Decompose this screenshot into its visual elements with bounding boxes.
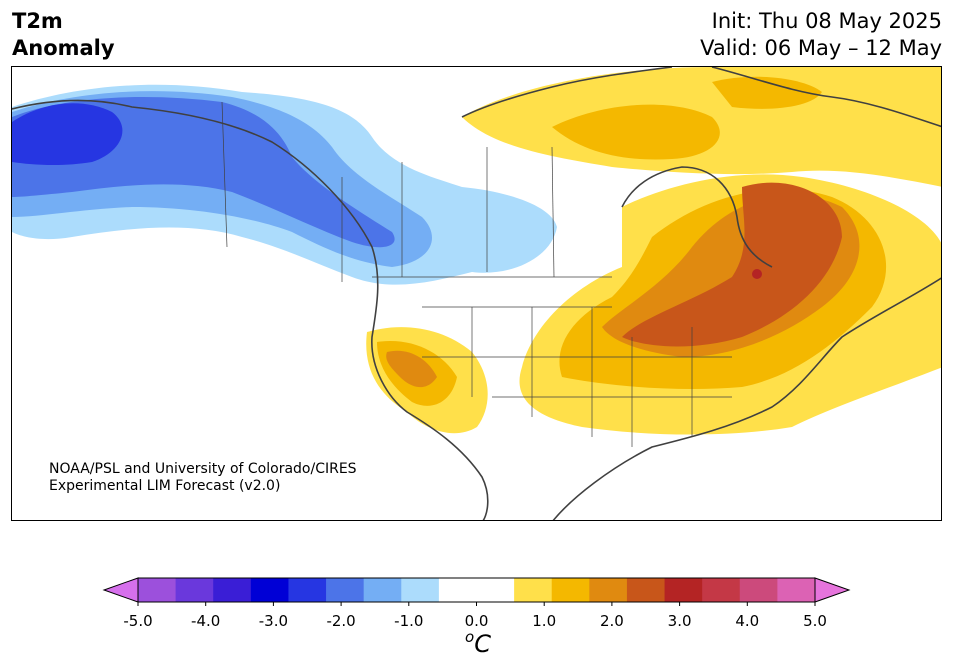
- colorbar-ticks: [137, 602, 816, 606]
- colorbar-segment: [326, 578, 365, 602]
- cold-anomaly-4: [12, 103, 123, 166]
- credit-text: NOAA/PSL and University of Colorado/CIRE…: [49, 461, 357, 495]
- colorbar-segments: [102, 577, 851, 603]
- colorbar-tick-label: 2.0: [599, 612, 624, 630]
- anomaly-map: [11, 66, 942, 521]
- borders: [221, 101, 732, 447]
- colorbar-tick-label: -2.0: [326, 612, 356, 630]
- colorbar-tick-label: 3.0: [667, 612, 692, 630]
- warm-north-2: [552, 104, 720, 160]
- colorbar-unit: oC: [465, 628, 491, 658]
- warm-east-4: [622, 182, 842, 347]
- warm-north-3: [712, 76, 822, 109]
- colorbar-segment: [664, 578, 703, 602]
- colorbar-segment: [438, 578, 477, 602]
- credit-line-1: NOAA/PSL and University of Colorado/CIRE…: [49, 461, 357, 477]
- colorbar-segment: [514, 578, 553, 602]
- colorbar-segment: [589, 578, 628, 602]
- colorbar-segment: [702, 578, 741, 602]
- colorbar-segment: [250, 578, 289, 602]
- colorbar-extend-high: [814, 577, 851, 603]
- colorbar-tick-label: 0.0: [464, 612, 489, 630]
- colorbar-segment: [213, 578, 252, 602]
- colorbar-segment: [288, 578, 327, 602]
- colorbar-segment: [777, 578, 816, 602]
- colorbar-tick-label: -1.0: [394, 612, 424, 630]
- warm-southwest-3: [386, 350, 437, 388]
- colorbar-segment: [363, 578, 402, 602]
- coastlines: [12, 67, 941, 520]
- colorbar-segment: [401, 578, 440, 602]
- title-dates: Init: Thu 08 May 2025 Valid: 06 May – 12…: [700, 8, 942, 62]
- colorbar-segment: [739, 578, 778, 602]
- credit-line-2: Experimental LIM Forecast (v2.0): [49, 478, 281, 494]
- colorbar-segment: [476, 578, 515, 602]
- title-line-1: T2m: [12, 9, 63, 33]
- title-line-2: Anomaly: [12, 36, 115, 60]
- unit-degree: o: [465, 628, 475, 646]
- title-variable: T2m Anomaly: [12, 8, 115, 62]
- colorbar-segment: [551, 578, 590, 602]
- colorbar-tick-label: 4.0: [735, 612, 760, 630]
- map-canvas: [12, 67, 941, 520]
- warm-peak: [752, 269, 762, 279]
- colorbar-extend-low: [102, 577, 139, 603]
- colorbar-segment: [138, 578, 177, 602]
- colorbar-tick-label: -5.0: [123, 612, 153, 630]
- colorbar-segment: [626, 578, 666, 602]
- unit-symbol: C: [474, 630, 491, 658]
- init-date: Init: Thu 08 May 2025: [711, 9, 942, 33]
- colorbar-segment: [175, 578, 214, 602]
- valid-range: Valid: 06 May – 12 May: [700, 36, 942, 60]
- colorbar-tick-label: -4.0: [191, 612, 221, 630]
- colorbar-tick-label: 1.0: [532, 612, 557, 630]
- colorbar-tick-label: -3.0: [258, 612, 289, 630]
- colorbar-tick-label: 5.0: [803, 612, 827, 630]
